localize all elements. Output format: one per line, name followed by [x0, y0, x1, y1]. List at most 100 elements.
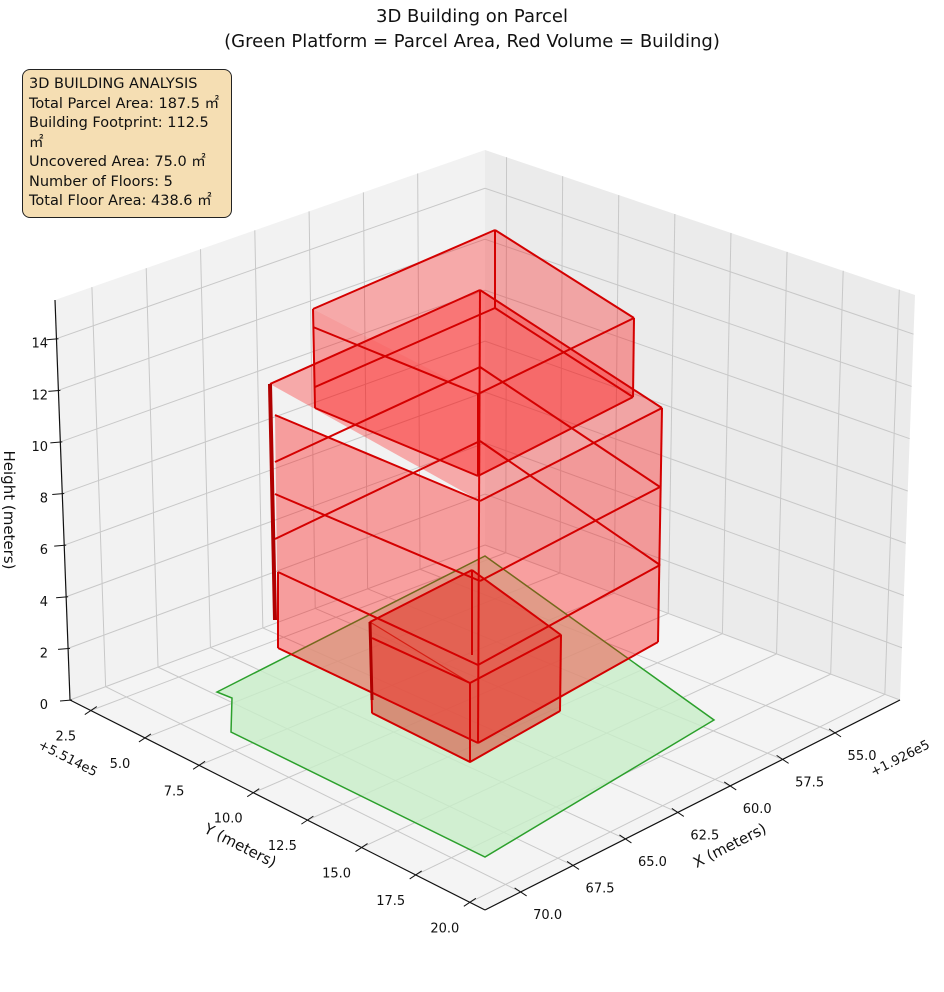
info-line-parcel-area: Total Parcel Area: 187.5 ㎡: [29, 95, 220, 112]
wall-gridline-z: [484, 544, 901, 701]
info-line-floors: Number of Floors: 5: [29, 173, 173, 190]
wall-gridline-z: [484, 289, 910, 440]
building-top-left-face: [313, 309, 478, 476]
wall-gridline-y: [559, 176, 564, 573]
z-tick-label: 8: [40, 492, 48, 507]
y-tick-label: 7.5: [164, 784, 185, 799]
wall-gridline-z: [484, 340, 908, 492]
z-tick: [59, 699, 73, 702]
x-tick-label: 60.0: [743, 802, 772, 817]
z-tick: [58, 647, 71, 650]
chart-title-line1: 3D Building on Parcel: [376, 6, 568, 27]
x-tick: [723, 781, 737, 791]
wall-gridline-x: [308, 211, 316, 609]
wall-gridline-x: [254, 230, 264, 628]
y-tick: [246, 788, 260, 798]
wall-gridline-z: [60, 289, 486, 443]
x-axis-label: X (meters): [690, 819, 769, 871]
x-tick: [671, 808, 685, 817]
wall-gridline-y: [884, 289, 900, 695]
building-edge: [312, 308, 316, 409]
building-edge: [274, 366, 481, 463]
wall-gridline-z: [65, 442, 486, 598]
wall-gridline-z: [67, 493, 486, 649]
z-tick-label: 12: [31, 388, 48, 403]
building-edge: [371, 712, 471, 763]
building-edge: [477, 289, 481, 744]
wall-gridline-x: [91, 287, 107, 687]
wall-gridline-z: [484, 187, 914, 335]
z-tick-label: 6: [40, 543, 48, 558]
x-tick-label: 65.0: [638, 855, 667, 870]
floor-gridline-y: [469, 693, 886, 903]
z-tick: [52, 493, 65, 496]
right-wall-pane: [485, 150, 915, 700]
wall-gridline-z: [56, 187, 486, 340]
building-edge-lower-thick: [368, 621, 374, 701]
building-edge: [494, 307, 634, 398]
building-top-roof: [313, 230, 634, 394]
z-tick-label: 0: [40, 698, 48, 713]
wall-gridline-y: [613, 195, 620, 594]
wall-gridline-z: [484, 238, 912, 387]
building-edge: [559, 634, 562, 712]
x-tick-label: 67.5: [586, 881, 615, 896]
building-top-right-face: [478, 318, 634, 476]
x-tick: [619, 834, 632, 844]
building-edge: [312, 326, 479, 395]
building-edge: [274, 414, 481, 502]
info-box: 3D BUILDING ANALYSIS Total Parcel Area: …: [22, 69, 232, 218]
x-tick-label: 55.0: [848, 749, 877, 764]
y-tick-label: 15.0: [322, 867, 351, 882]
building-edge: [269, 289, 481, 385]
floor-gridline-y: [90, 552, 506, 711]
building-edge: [477, 641, 659, 744]
wall-gridline-x: [417, 173, 421, 570]
building-edge: [469, 710, 561, 763]
y-tick-label: 10.0: [214, 812, 243, 827]
building-edge: [657, 407, 663, 643]
x-tick: [566, 861, 580, 870]
z-tick: [56, 596, 69, 599]
building-main-top: [270, 290, 662, 501]
x-offset-label: +1.926e5: [868, 738, 932, 781]
z-tick-label: 2: [40, 646, 48, 661]
x-tick-label: 57.5: [795, 775, 824, 790]
y-tick: [409, 870, 422, 880]
x-tick: [514, 887, 527, 897]
z-tick: [54, 544, 67, 547]
building-main-right-face: [478, 408, 662, 743]
z-tick: [48, 389, 61, 392]
wall-gridline-x: [362, 192, 369, 589]
info-line-footprint: Building Footprint: 112.5 ㎡: [29, 115, 209, 151]
z-tick: [46, 338, 59, 341]
info-heading: 3D BUILDING ANALYSIS: [29, 76, 198, 92]
z-tick-label: 4: [40, 595, 48, 610]
floor-gridline-x: [105, 686, 521, 893]
x-axis-line: [484, 699, 901, 911]
building-edge: [314, 407, 479, 477]
building-edge-left-thick: [268, 383, 277, 621]
info-line-uncovered: Uncovered Area: 75.0 ㎡: [29, 154, 206, 170]
z-axis-line: [54, 299, 71, 701]
y-tick-label: 5.0: [110, 757, 131, 772]
z-tick: [50, 441, 63, 444]
z-tick-label: 14: [31, 337, 48, 352]
wall-gridline-y: [776, 251, 788, 654]
z-axis-label: Height (meters): [0, 451, 18, 570]
x-tick: [828, 728, 842, 738]
y-tick-label: 17.5: [376, 894, 405, 909]
wall-gridline-x: [200, 249, 211, 648]
building-main-left-face: [275, 415, 480, 743]
chart-title-line2: (Green Platform = Parcel Area, Red Volum…: [224, 31, 720, 52]
y-tick: [192, 760, 206, 770]
wall-gridline-z: [62, 340, 486, 495]
building-edge: [494, 229, 635, 319]
y-tick: [355, 843, 368, 852]
wall-gridline-y: [667, 214, 676, 614]
y-tick-label: 2.5: [55, 730, 76, 745]
x-tick-label: 62.5: [690, 828, 719, 843]
building-edge: [471, 569, 562, 636]
info-line-floor-area: Total Floor Area: 438.6 ㎡: [29, 193, 212, 209]
